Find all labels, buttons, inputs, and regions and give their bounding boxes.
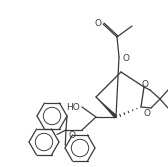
Text: O: O [68, 131, 75, 140]
Polygon shape [96, 97, 117, 118]
Text: O: O [122, 53, 129, 62]
Text: HO: HO [66, 103, 80, 112]
Text: O: O [94, 19, 101, 28]
Text: O: O [143, 109, 150, 118]
Text: O: O [142, 80, 149, 89]
